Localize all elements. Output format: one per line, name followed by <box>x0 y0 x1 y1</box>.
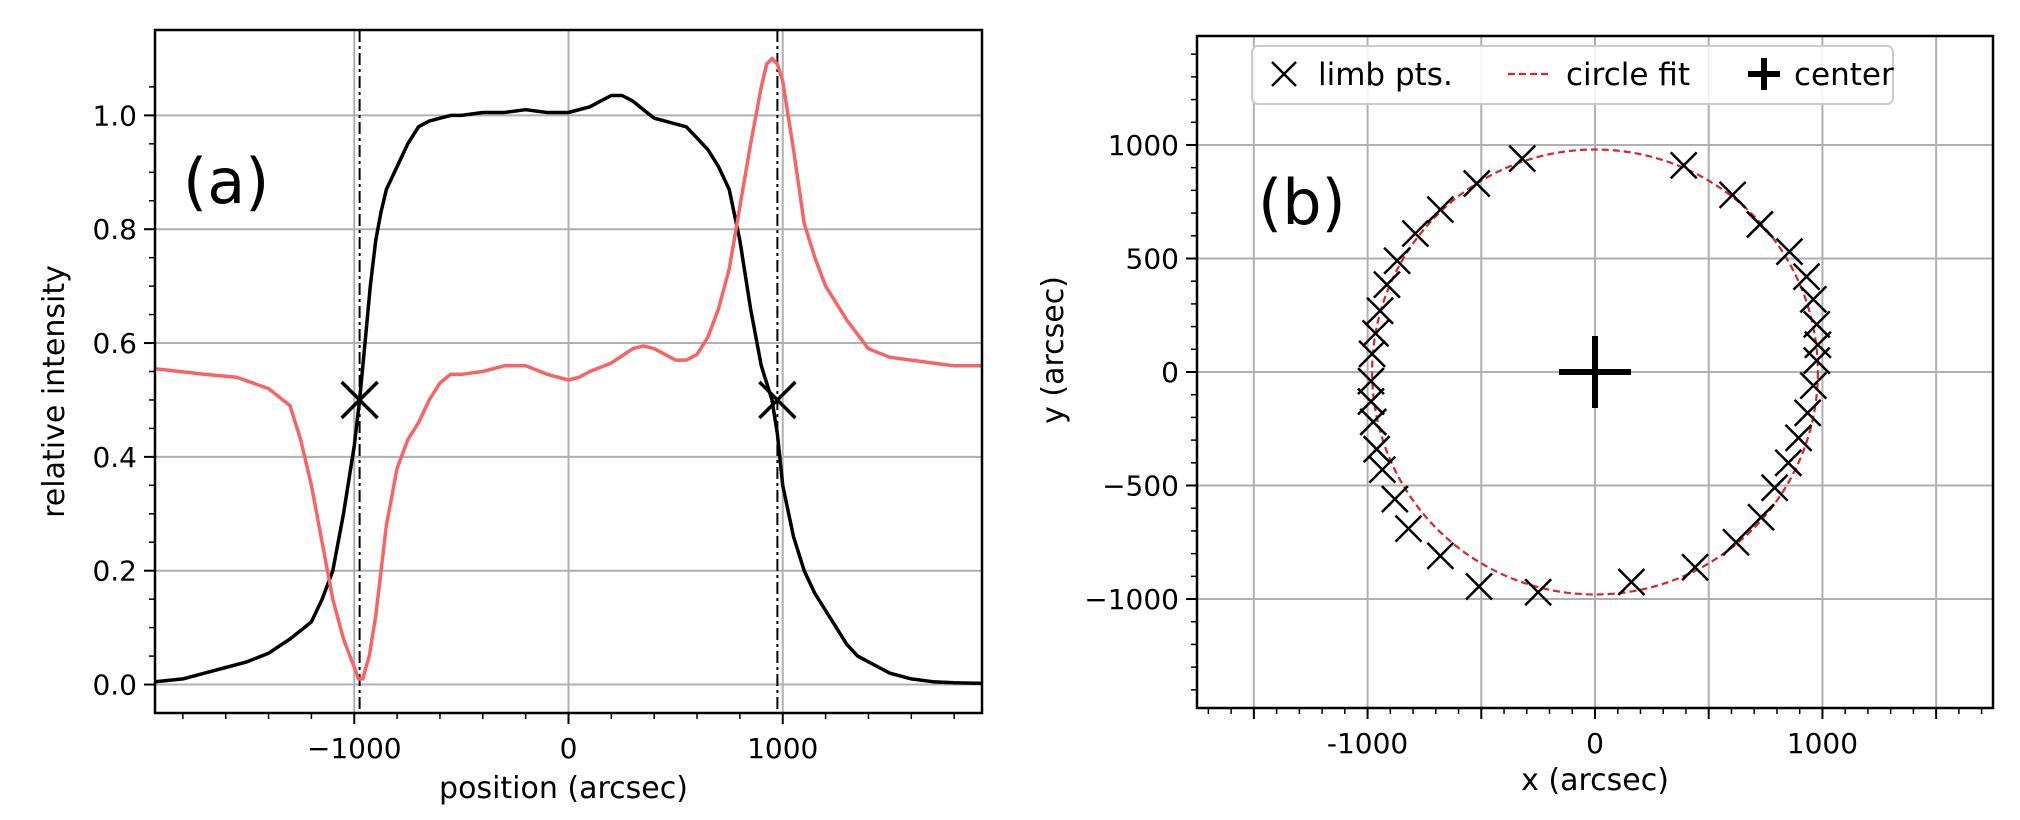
b-plot-area <box>1357 144 1832 607</box>
b-legend: limb pts. circle fit center <box>1251 45 1894 105</box>
b-limb-point <box>1366 296 1394 325</box>
b-limb-point <box>1747 503 1775 532</box>
b-legend-label-limb: limb pts. <box>1318 57 1453 93</box>
b-limb-point <box>1746 210 1774 239</box>
b-limb-point <box>1426 542 1455 570</box>
panel-a: −1000 0 1000 0.0 0.2 0.4 0.6 0.8 1.0 position (ar… <box>37 28 984 806</box>
b-limb-point <box>1669 151 1698 180</box>
b-panel-label: (b) <box>1258 166 1346 239</box>
a-y-tick-label: 0.8 <box>92 213 137 246</box>
b-y-tick-label: −500 <box>1102 470 1179 503</box>
b-limb-point <box>1802 310 1831 339</box>
a-panel-label: (a) <box>183 145 269 218</box>
b-limb-point <box>1803 330 1832 359</box>
b-y-tick-label: 0 <box>1161 356 1179 389</box>
b-x-axis-label: x (arcsec) <box>1521 763 1669 798</box>
b-limb-point <box>1383 246 1412 275</box>
a-y-tick-label: 1.0 <box>92 99 137 132</box>
b-center-marker <box>1559 336 1631 408</box>
b-limb-point <box>1380 485 1409 514</box>
b-y-tick-label: 500 <box>1126 242 1179 275</box>
b-limb-point <box>1373 270 1401 299</box>
b-limb-point <box>1357 367 1385 395</box>
b-circle-fit <box>1371 148 1819 596</box>
b-limb-point <box>1799 371 1828 400</box>
a-intensity-line <box>155 93 982 686</box>
b-legend-label-center: center <box>1794 57 1894 93</box>
b-legend-limb-marker <box>1271 61 1297 87</box>
b-y-tick-label: 1000 <box>1108 129 1179 162</box>
a-y-tick-label: 0.0 <box>92 669 137 702</box>
a-limb-marker <box>758 380 797 420</box>
a-x-tick-label: 0 <box>560 732 578 765</box>
b-limb-point <box>1465 572 1493 601</box>
b-limb-point <box>1760 473 1789 502</box>
b-x-tick-label: -1000 <box>1327 727 1408 760</box>
b-limb-point <box>1362 435 1391 464</box>
b-limb-point <box>1368 455 1397 484</box>
b-limb-point <box>1462 169 1491 198</box>
b-limb-point <box>1617 568 1646 596</box>
a-x-axis-label: position (arcsec) <box>439 771 688 806</box>
a-y-tick-label: 0.2 <box>92 555 137 588</box>
b-limb-point <box>1784 423 1813 452</box>
b-limb-point <box>1793 398 1822 427</box>
b-limb-point <box>1508 144 1537 173</box>
a-x-tick-label: −1000 <box>307 732 402 765</box>
b-legend-center-marker <box>1748 58 1780 90</box>
b-legend-label-fit: circle fit <box>1566 57 1690 93</box>
a-y-tick-label: 0.4 <box>92 441 137 474</box>
a-limb-marker <box>340 380 379 420</box>
b-limb-point <box>1799 285 1828 314</box>
b-limb-point <box>1774 448 1803 477</box>
b-limb-point <box>1401 219 1430 248</box>
b-y-tick-label: −1000 <box>1084 583 1179 616</box>
a-x-tick-label: 1000 <box>747 732 818 765</box>
b-y-axis-label: y (arcsec) <box>1036 276 1071 424</box>
a-y-axis-label: relative intensity <box>37 265 72 518</box>
b-x-tick-label: 0 <box>1586 727 1604 760</box>
panel-b: -1000 0 1000 −1000 −500 0 500 1000 x (arcsec) y (… <box>1036 34 1995 798</box>
b-limb-point <box>1718 181 1747 209</box>
b-limb-point <box>1722 528 1750 557</box>
b-limb-point <box>1524 578 1553 607</box>
a-y-tick-label: 0.6 <box>92 327 137 360</box>
a-gradient-line <box>155 56 982 681</box>
b-limb-point <box>1394 514 1423 543</box>
a-plot-area <box>155 56 982 686</box>
b-limb-point <box>1358 339 1387 368</box>
b-limb-point <box>1359 408 1388 436</box>
b-limb-point <box>1426 195 1455 224</box>
b-legend-frame <box>1251 45 1894 105</box>
b-limb-point <box>1681 553 1709 582</box>
b-limb-point <box>1792 262 1821 291</box>
b-limb-point <box>1775 237 1804 266</box>
b-x-tick-label: 1000 <box>1787 727 1858 760</box>
